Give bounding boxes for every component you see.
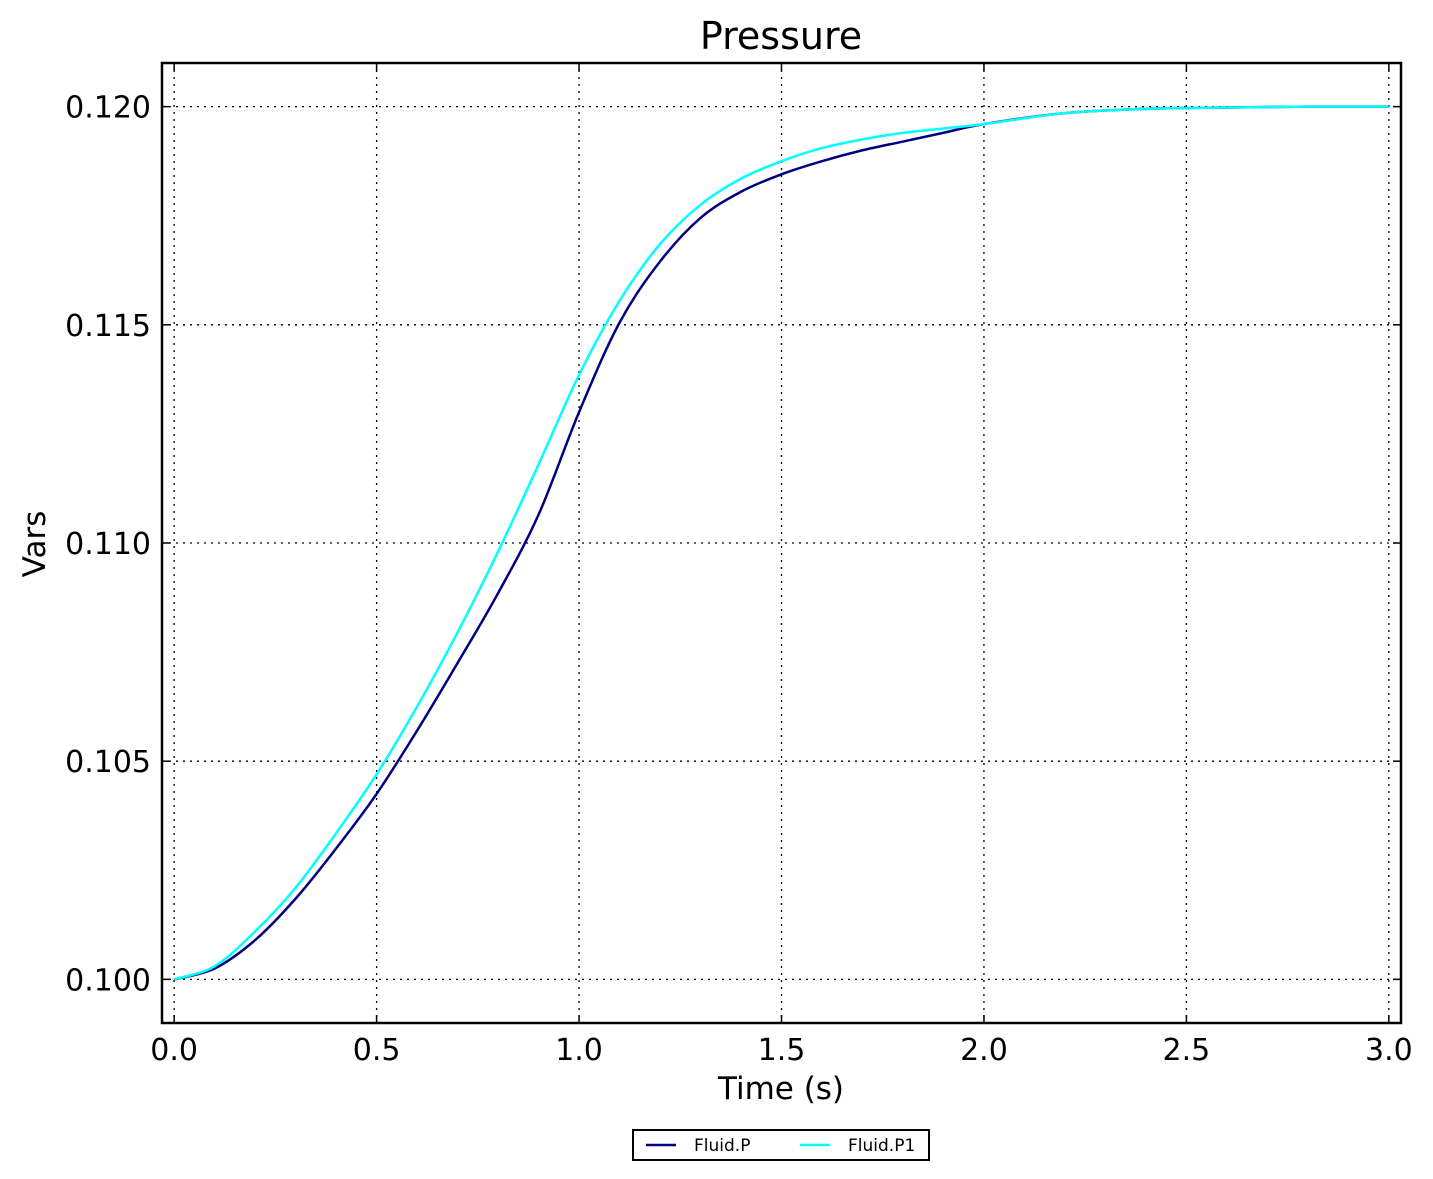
series-layer	[173, 105, 1389, 981]
x-tick-label: 1.5	[758, 1033, 806, 1068]
x-tick-label: 2.5	[1163, 1033, 1211, 1068]
plot-frame	[160, 61, 1403, 1025]
x-axis-label: Time (s)	[717, 1071, 844, 1107]
y-tick-label: 0.120	[65, 91, 151, 126]
series-line-fluid-p1	[173, 105, 1389, 981]
legend-frame	[632, 1129, 930, 1161]
y-tick-label: 0.110	[65, 527, 151, 562]
x-tick-label: 3.0	[1365, 1033, 1413, 1068]
legend-label-fluid-p: Fluid.P	[694, 1136, 750, 1156]
x-tick-label: 2.0	[960, 1033, 1008, 1068]
x-tick-label: 0.0	[150, 1033, 198, 1068]
x-tick-label: 1.0	[555, 1033, 603, 1068]
grid-layer	[162, 63, 1401, 1023]
legend-label-fluid-p1: Fluid.P1	[848, 1136, 915, 1156]
legend: Fluid.P Fluid.P1	[632, 1129, 930, 1161]
y-tick-label: 0.100	[65, 963, 151, 998]
y-tick-label: 0.105	[65, 745, 151, 780]
chart-title: Pressure	[700, 14, 862, 58]
y-tick-label: 0.115	[65, 309, 151, 344]
x-tick-label: 0.5	[353, 1033, 401, 1068]
y-axis-label: Vars	[17, 511, 53, 578]
tick-layer: 0.0 0.5 1.0 1.5 2.0 2.5 3.0 0.100 0.105 0.110 0.11…	[65, 63, 1413, 1068]
